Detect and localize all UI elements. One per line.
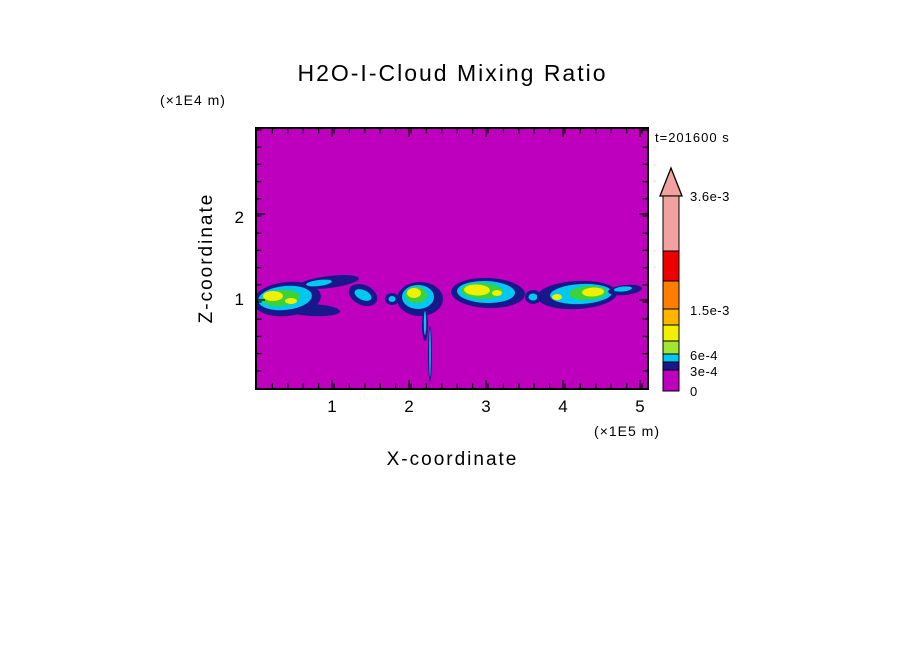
colorbar-segment bbox=[662, 369, 680, 392]
z-axis-label: Z-coordinate bbox=[196, 192, 217, 324]
colorbar-label: 1.5e-3 bbox=[690, 303, 730, 318]
time-label: t=201600 s bbox=[655, 130, 730, 145]
x-tick-label: 5 bbox=[635, 397, 645, 416]
cloud-blob bbox=[423, 311, 427, 335]
cloud-blob bbox=[263, 291, 283, 301]
colorbar-segment bbox=[662, 340, 680, 355]
colorbar-segment bbox=[662, 250, 680, 282]
x-axis-label: X-coordinate bbox=[386, 449, 519, 470]
colorbar-segment bbox=[662, 324, 680, 342]
x-tick-label: 2 bbox=[404, 397, 414, 416]
colorbar-segment bbox=[662, 280, 680, 310]
cloud-blob bbox=[429, 329, 431, 377]
z-axis-unit-label: (×1E4 m) bbox=[160, 92, 226, 108]
colorbar-segment bbox=[662, 361, 680, 371]
colorbar bbox=[659, 166, 683, 392]
cloud-blob bbox=[388, 296, 396, 302]
cloud-blob bbox=[285, 298, 297, 304]
colorbar-arrow bbox=[659, 166, 683, 197]
colorbar-segment bbox=[662, 353, 680, 363]
cloud-blob bbox=[306, 279, 332, 287]
cloud-blob bbox=[464, 284, 490, 296]
cloud-blob bbox=[528, 293, 538, 301]
plot-svg bbox=[257, 129, 647, 388]
x-tick-label: 1 bbox=[327, 397, 337, 416]
z-tick-label: 2 bbox=[234, 208, 244, 227]
colorbar-label: 3.6e-3 bbox=[690, 189, 730, 204]
cloud-blob bbox=[582, 287, 604, 297]
cloud-blob bbox=[552, 294, 562, 300]
colorbar-segment bbox=[662, 308, 680, 326]
z-tick-label: 1 bbox=[234, 290, 244, 309]
colorbar-label: 0 bbox=[690, 384, 698, 399]
colorbar-label: 6e-4 bbox=[690, 348, 719, 363]
plot-area bbox=[255, 127, 649, 390]
x-axis-unit-label: (×1E5 m) bbox=[594, 423, 660, 439]
chart-title: H2O-I-Cloud Mixing Ratio bbox=[297, 60, 608, 86]
colorbar-segment bbox=[662, 195, 680, 252]
cloud-blob bbox=[614, 286, 632, 292]
x-tick-label: 3 bbox=[481, 397, 491, 416]
cloud-blob bbox=[407, 288, 421, 298]
colorbar-label: 3e-4 bbox=[690, 364, 719, 379]
cloud-blob bbox=[492, 290, 502, 296]
x-tick-label: 4 bbox=[558, 397, 568, 416]
cloud-blob bbox=[354, 289, 372, 301]
